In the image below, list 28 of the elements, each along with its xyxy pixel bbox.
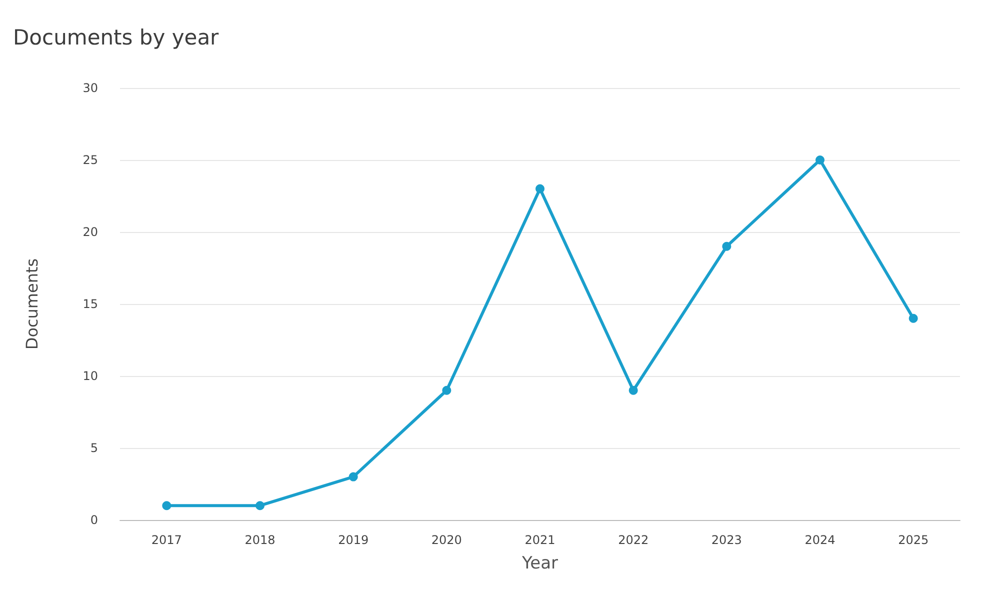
point [348,472,358,482]
x-tick-label: 2017 [151,533,182,547]
point [722,242,732,251]
y-tick-label: 0 [90,513,98,527]
point [442,386,452,395]
x-tick-label: 2021 [524,533,556,547]
y-tick-label: 15 [82,297,98,311]
x-tick-label: 2019 [338,533,369,547]
chart-title: Documents by year [13,26,220,50]
point [628,386,638,395]
point [256,501,264,510]
y-tick-label: 10 [82,369,98,383]
point [908,314,918,323]
y-tick-label: 20 [82,225,98,239]
x-axis-title: Year [521,554,558,574]
x-tick-label: 2025 [898,533,929,547]
x-tick-label: 2023 [711,533,742,547]
x-tick-label: 2022 [618,533,649,547]
x-tick-label: 2018 [244,533,276,547]
x-tick-label: 2024 [804,533,836,547]
y-axis-title: Documents [22,258,42,350]
y-tick-label: 25 [82,153,98,167]
point [536,184,544,194]
y-tick-label: 30 [82,81,98,95]
point [162,501,172,510]
point [816,156,824,164]
y-tick-label: 5 [90,441,98,455]
x-tick-label: 2020 [431,533,462,547]
